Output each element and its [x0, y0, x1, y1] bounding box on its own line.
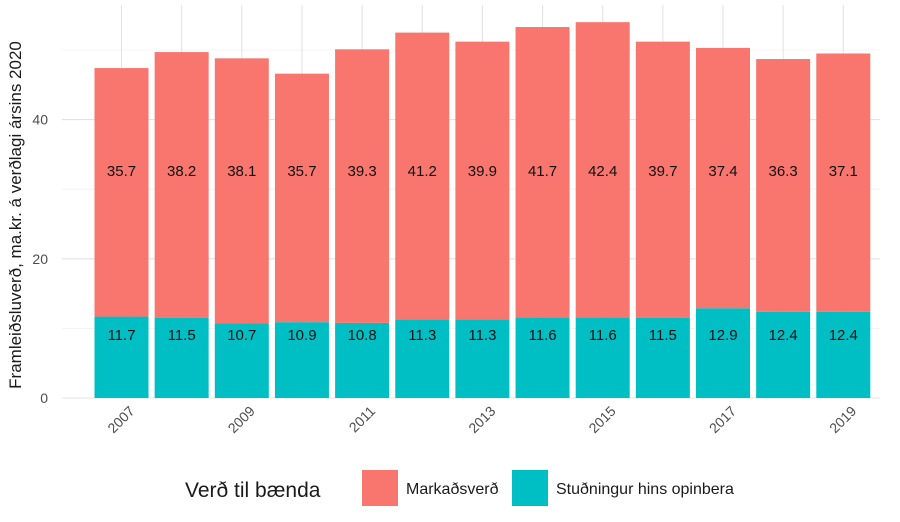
- y-axis-ticks: 0 20 40: [32, 112, 48, 406]
- bar-stuðningur-2015: [575, 317, 630, 398]
- bar-markaðsverð-2015: [575, 22, 630, 318]
- bar-stuðningur-2016: [635, 317, 690, 398]
- bar-markaðsverð-2009: [214, 58, 269, 324]
- bar-value-label-markaðsverð: 37.1: [829, 163, 858, 180]
- bar-value-label-stuðningur: 11.3: [468, 327, 496, 344]
- bar-value-label-stuðningur: 12.9: [708, 327, 737, 344]
- bar-value-label-stuðningur: 11.5: [168, 327, 196, 344]
- bar-value-label-stuðningur: 10.7: [227, 327, 256, 344]
- legend-title: Verð til bænda: [185, 479, 321, 502]
- bar-value-label-markaðsverð: 39.7: [648, 163, 677, 180]
- bar-value-label-markaðsverð: 41.2: [408, 163, 437, 180]
- bar-stuðningur-2009: [214, 323, 269, 398]
- bar-markaðsverð-2019: [816, 53, 871, 312]
- bar-stuðningur-2010: [274, 322, 329, 398]
- bar-stuðningur-2007: [94, 316, 149, 398]
- legend-key: [512, 470, 548, 506]
- bar-markaðsverð-2013: [455, 41, 510, 320]
- bar-value-label-markaðsverð: 38.2: [167, 163, 196, 180]
- bar-value-label-markaðsverð: 39.3: [347, 163, 376, 180]
- bar-stuðningur-2011: [335, 322, 390, 398]
- bar-value-label-markaðsverð: 35.7: [287, 163, 316, 180]
- y-axis-label: Framleiðsluverð, ma.kr. á verðlagi ársin…: [6, 41, 25, 389]
- bar-markaðsverð-2014: [515, 27, 570, 318]
- legend-key: [362, 470, 398, 506]
- x-tick-label: 2019: [826, 403, 859, 436]
- bar-value-label-stuðningur: 12.4: [829, 327, 858, 344]
- bar-labels: 11.7 35.7 11.5 38.2 10.7 38.1 10.9 35.7 10.8 39.3…: [107, 163, 858, 344]
- bar-markaðsverð-2016: [635, 41, 690, 318]
- bar-value-label-markaðsverð: 42.4: [588, 163, 617, 180]
- bar-markaðsverð-2011: [335, 49, 390, 323]
- y-tick-label: 0: [40, 390, 48, 406]
- bar-value-label-markaðsverð: 35.7: [107, 163, 136, 180]
- x-tick-label: 2015: [585, 403, 618, 436]
- bar-value-label-stuðningur: 10.8: [347, 327, 376, 344]
- bar-markaðsverð-2017: [696, 47, 750, 309]
- bar-value-label-markaðsverð: 38.1: [227, 163, 256, 180]
- bar-value-label-markaðsverð: 39.9: [468, 163, 497, 180]
- bar-stuðningur-2017: [696, 308, 750, 398]
- bar-value-label-stuðningur: 11.6: [589, 327, 617, 344]
- bar-stuðningur-2013: [455, 319, 510, 398]
- x-tick-label: 2017: [706, 403, 739, 436]
- bar-markaðsverð-2012: [395, 32, 450, 320]
- bar-value-label-stuðningur: 10.9: [287, 327, 316, 344]
- y-tick-label: 40: [32, 112, 48, 128]
- x-tick-label: 2007: [104, 403, 137, 436]
- bar-stuðningur-2018: [756, 311, 811, 398]
- bar-value-label-markaðsverð: 36.3: [769, 163, 798, 180]
- bar-stuðningur-2012: [395, 319, 450, 398]
- x-tick-label: 2011: [346, 403, 379, 436]
- bar-value-label-stuðningur: 12.4: [769, 327, 798, 344]
- legend-label: Stuðningur hins opinbera: [556, 481, 734, 498]
- bar-stuðningur-2014: [515, 317, 570, 398]
- bar-value-label-stuðningur: 11.3: [408, 327, 436, 344]
- x-tick-label: 2009: [225, 403, 258, 436]
- y-tick-label: 20: [32, 251, 48, 267]
- x-tick-label: 2013: [465, 403, 498, 436]
- bar-value-label-stuðningur: 11.7: [107, 327, 135, 344]
- bar-value-label-stuðningur: 11.6: [529, 327, 557, 344]
- bar-markaðsverð-2018: [756, 59, 811, 312]
- bar-value-label-markaðsverð: 41.7: [528, 163, 557, 180]
- bar-markaðsverð-2008: [154, 52, 209, 318]
- bar-value-label-stuðningur: 11.5: [649, 327, 677, 344]
- bar-stuðningur-2019: [816, 311, 871, 398]
- bar-markaðsverð-2010: [274, 73, 329, 323]
- legend-label: Markaðsverð: [406, 481, 499, 498]
- bars: [94, 22, 871, 398]
- bar-markaðsverð-2007: [94, 68, 149, 317]
- x-axis-ticks: 2007 2009 2011 2013 2015 2017 2019: [104, 403, 859, 436]
- legend: Verð til bænda Markaðsverð Stuðningur hin…: [185, 470, 734, 506]
- bar-value-label-markaðsverð: 37.4: [708, 163, 737, 180]
- bar-stuðningur-2008: [154, 317, 209, 398]
